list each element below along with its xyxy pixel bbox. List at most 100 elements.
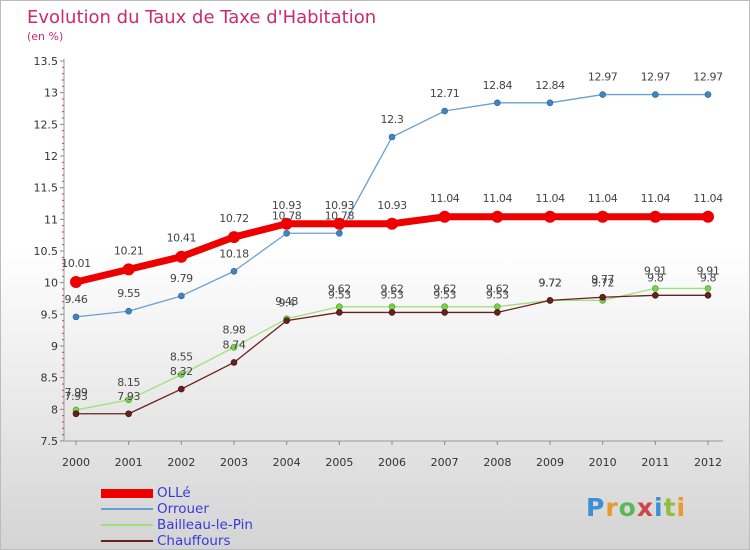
data-label: 9.43	[275, 295, 298, 308]
data-point	[175, 250, 188, 263]
y-tick-label: 9.5	[41, 308, 59, 321]
legend-label: OLLé	[157, 485, 191, 501]
data-label: 9.46	[65, 293, 88, 306]
data-point	[388, 303, 396, 311]
data-label: 9.53	[328, 288, 351, 301]
y-tick-label: 12	[44, 150, 58, 163]
data-point	[652, 292, 659, 299]
data-point	[228, 231, 240, 244]
legend-swatch	[101, 540, 153, 542]
data-point	[125, 307, 132, 315]
y-tick-label: 9	[51, 340, 58, 353]
data-label: 8.32	[170, 365, 193, 378]
data-label: 11.04	[430, 192, 460, 205]
data-label: 9.62	[328, 283, 351, 296]
data-label: 9.72	[539, 276, 562, 289]
x-tick-label: 2011	[641, 456, 669, 469]
data-point	[546, 297, 554, 304]
data-point	[599, 293, 606, 301]
data-point	[125, 396, 132, 404]
y-tick-label: 13	[44, 87, 58, 100]
data-label: 9.91	[644, 264, 667, 277]
data-label: 12.84	[535, 79, 565, 92]
data-point	[652, 285, 659, 292]
data-point	[494, 309, 501, 316]
data-label: 12.84	[483, 79, 513, 92]
data-point	[652, 91, 659, 98]
legend-item: Bailleau-le-Pin	[101, 517, 253, 533]
x-tick-label: 2003	[220, 456, 248, 469]
data-point	[336, 303, 343, 311]
data-label: 9.8	[700, 271, 717, 284]
proxiti-logo: Proxiti	[586, 493, 687, 522]
data-point	[704, 292, 712, 299]
data-label: 10.78	[325, 209, 355, 222]
data-label: 10.41	[167, 232, 197, 245]
data-label: 9.8	[647, 271, 664, 284]
data-label: 7.93	[65, 390, 88, 403]
legend-swatch	[101, 524, 153, 526]
data-label: 12.3	[381, 113, 404, 126]
data-label: 9.4	[279, 297, 296, 310]
legend-item: OLLé	[101, 485, 253, 501]
data-point	[704, 91, 712, 98]
legend-label: Bailleau-le-Pin	[157, 517, 253, 533]
data-label: 11.04	[588, 192, 618, 205]
legend: OLLé Orrouer Bailleau-le-Pin Chauffours	[101, 485, 253, 549]
legend-item: Orrouer	[101, 501, 253, 517]
data-label: 9.91	[697, 264, 720, 277]
data-point	[336, 309, 343, 316]
y-tick-label: 11.5	[34, 182, 59, 195]
x-tick-label: 2001	[115, 456, 143, 469]
chart-title: Evolution du Taux de Taxe d'Habitation	[27, 7, 377, 28]
legend-label: Orrouer	[157, 501, 209, 517]
data-point	[178, 292, 185, 300]
data-label: 12.97	[641, 71, 671, 84]
x-tick-label: 2000	[62, 456, 90, 469]
x-tick-label: 2002	[167, 456, 195, 469]
data-label: 10.21	[114, 244, 144, 257]
data-label: 11.04	[641, 192, 671, 205]
data-label: 8.98	[223, 323, 246, 336]
data-label: 11.04	[535, 192, 565, 205]
data-label: 7.99	[65, 386, 88, 399]
y-tick-label: 10.5	[34, 245, 59, 258]
data-label: 9.72	[539, 276, 562, 289]
x-tick-label: 2006	[378, 456, 406, 469]
data-label: 9.53	[433, 288, 456, 301]
data-point	[494, 99, 501, 107]
data-label: 12.97	[588, 71, 618, 84]
data-point	[438, 210, 451, 223]
data-point	[178, 385, 185, 393]
data-label: 9.62	[486, 283, 509, 296]
legend-label: Chauffours	[157, 533, 231, 549]
data-label: 9.53	[486, 288, 509, 301]
data-label: 10.01	[61, 257, 91, 270]
data-label: 10.72	[219, 212, 249, 225]
y-tick-label: 7.5	[41, 435, 59, 448]
data-label: 9.77	[591, 273, 614, 286]
data-point	[230, 343, 238, 351]
data-point	[122, 263, 135, 276]
data-label: 12.97	[693, 71, 723, 84]
data-point	[333, 217, 346, 230]
data-point	[336, 229, 343, 237]
x-tick-label: 2010	[589, 456, 617, 469]
data-point	[283, 229, 290, 237]
y-tick-label: 8.5	[41, 372, 59, 385]
data-label: 9.62	[433, 283, 456, 296]
x-tick-label: 2004	[273, 456, 301, 469]
x-tick-label: 2008	[483, 456, 511, 469]
data-label: 8.55	[170, 351, 193, 364]
data-point	[704, 285, 712, 292]
data-label: 8.74	[223, 338, 246, 351]
data-point	[702, 210, 714, 223]
data-label: 8.15	[117, 376, 140, 389]
data-label: 11.04	[693, 192, 723, 205]
data-point	[72, 410, 80, 418]
data-label: 10.78	[272, 209, 302, 222]
data-point	[178, 371, 185, 378]
data-point	[280, 217, 293, 230]
x-tick-label: 2012	[694, 456, 722, 469]
